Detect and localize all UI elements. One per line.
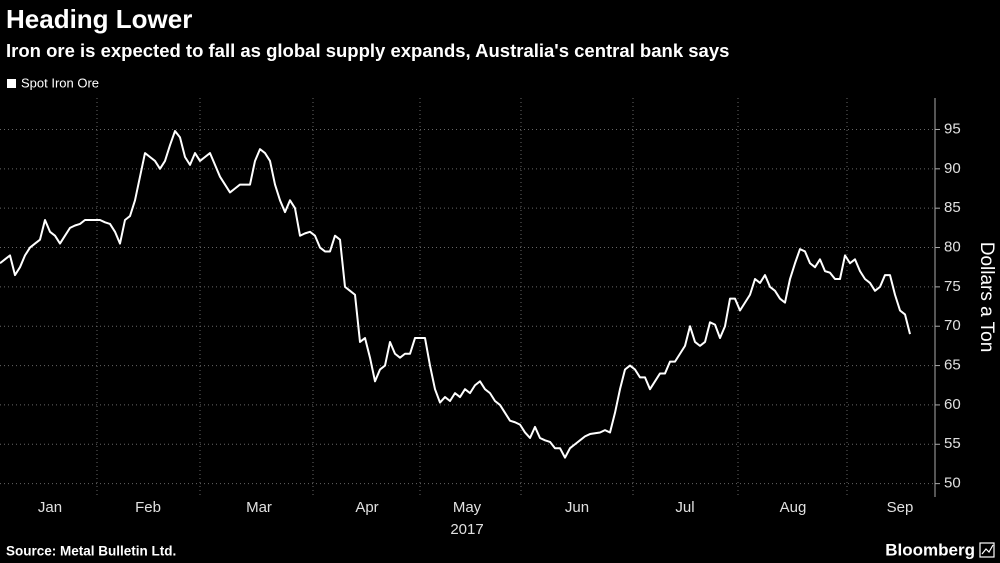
x-tick-label: Jan <box>38 499 62 516</box>
x-tick-label: Jul <box>675 499 694 516</box>
x-tick-label: Feb <box>135 499 161 516</box>
x-tick-label: Apr <box>355 499 378 516</box>
legend-swatch <box>7 79 16 88</box>
y-tick-label: 85 <box>944 199 961 216</box>
x-tick-label: Mar <box>246 499 272 516</box>
chart-title: Heading Lower <box>6 4 192 34</box>
y-tick-label: 75 <box>944 278 961 295</box>
y-tick-label: 60 <box>944 396 961 413</box>
x-tick-label: Jun <box>565 499 589 516</box>
chart-subtitle: Iron ore is expected to fall as global s… <box>6 40 729 61</box>
brand-icon <box>979 542 995 558</box>
x-tick-label: Aug <box>780 499 807 516</box>
y-tick-label: 95 <box>944 120 961 137</box>
y-tick-label: 50 <box>944 475 961 492</box>
y-tick-label: 80 <box>944 238 961 255</box>
x-axis-year: 2017 <box>450 521 483 538</box>
y-tick-label: 55 <box>944 435 961 452</box>
y-tick-label: 90 <box>944 160 961 177</box>
x-tick-label: May <box>453 499 482 516</box>
source: Source: Metal Bulletin Ltd. <box>6 544 176 559</box>
y-axis-label: Dollars a Ton <box>976 242 997 353</box>
y-tick-label: 65 <box>944 357 961 374</box>
y-tick-label: 70 <box>944 317 961 334</box>
x-tick-label: Sep <box>887 499 914 516</box>
legend-label: Spot Iron Ore <box>21 75 99 90</box>
brand: Bloomberg <box>885 540 975 559</box>
series-line <box>0 130 911 459</box>
